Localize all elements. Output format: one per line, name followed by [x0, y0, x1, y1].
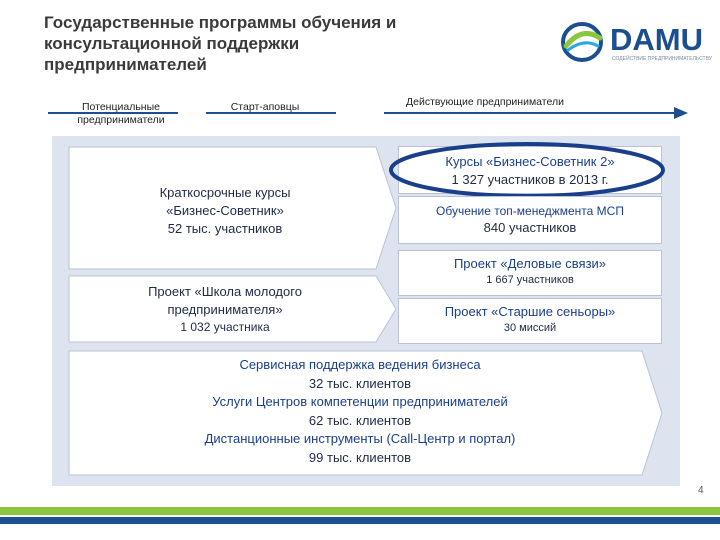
- stage-label-startups: Старт-аповцы: [230, 101, 300, 113]
- remote-tools-count: 99 тыс. клиентов: [308, 449, 412, 465]
- service-support-box: Сервисная поддержка ведения бизнеса 32 т…: [110, 356, 610, 467]
- damu-logo: DAMU СОДЕЙСТВИЕ ПРЕДПРИНИМАТЕЛЬСТВУ: [560, 20, 712, 70]
- logo-tagline: СОДЕЙСТВИЕ ПРЕДПРИНИМАТЕЛЬСТВУ: [612, 56, 712, 62]
- footer-bar-blue: [0, 517, 720, 524]
- page-title: Государственные программы обучения и кон…: [44, 13, 397, 74]
- senior-experts-box: Проект «Старшие сеньоры» 30 миссий: [398, 298, 662, 344]
- service-support-title: Сервисная поддержка ведения бизнеса: [239, 357, 481, 372]
- short-courses-count: 52 тыс. участников: [167, 221, 283, 236]
- stage-label-active: Действующие предприниматели: [406, 96, 564, 108]
- service-support-count: 32 тыс. клиентов: [308, 375, 412, 391]
- competence-centers-count: 62 тыс. клиентов: [308, 412, 412, 428]
- service-support-arrow-shape: [68, 350, 663, 476]
- footer-bar-green: [0, 507, 720, 515]
- business-advisor2-title: Курсы «Бизнес-Советник 2»: [445, 154, 615, 169]
- short-courses-title: Краткосрочные курсы: [159, 185, 291, 200]
- senior-experts-title: Проект «Старшие сеньоры»: [444, 304, 616, 319]
- competence-centers-title: Услуги Центров компетенции предпринимате…: [212, 394, 508, 409]
- young-entrepreneur-arrow-shape: [68, 275, 397, 343]
- remote-tools-title: Дистанционные инструменты (Call-Центр и …: [204, 431, 516, 446]
- young-entrepreneur-title: Проект «Школа молодого: [148, 284, 302, 299]
- business-connections-box: Проект «Деловые связи» 1 667 участников: [398, 250, 662, 296]
- senior-experts-count: 30 миссий: [503, 322, 557, 334]
- top-management-title: Обучение топ-менеджмента МСП: [436, 204, 624, 218]
- damu-swirl-icon: [561, 22, 603, 62]
- short-courses-name: «Бизнес-Советник»: [166, 203, 284, 218]
- page-number: 4: [698, 485, 704, 496]
- business-advisor2-count: 1 327 участников в 2013 г.: [451, 172, 609, 187]
- business-connections-count: 1 667 участников: [486, 274, 574, 286]
- young-entrepreneur-title-2: предпринимателя»: [167, 302, 283, 317]
- short-courses-arrow-shape: [68, 146, 397, 270]
- young-entrepreneur-box: Проект «Школа молодого предпринимателя» …: [100, 283, 350, 335]
- top-management-box: Обучение топ-менеджмента МСП 840 участни…: [398, 196, 662, 244]
- short-courses-box: Краткосрочные курсы «Бизнес-Советник» 52…: [90, 184, 360, 238]
- stage-label-potential: Потенциальные предприниматели: [77, 101, 165, 126]
- top-management-count: 840 участников: [483, 220, 577, 235]
- timeline-arrow: [48, 107, 688, 119]
- young-entrepreneur-count: 1 032 участника: [180, 320, 270, 334]
- business-connections-title: Проект «Деловые связи»: [453, 256, 607, 271]
- logo-brand-text: DAMU: [610, 22, 703, 57]
- highlight-ring: [389, 142, 665, 198]
